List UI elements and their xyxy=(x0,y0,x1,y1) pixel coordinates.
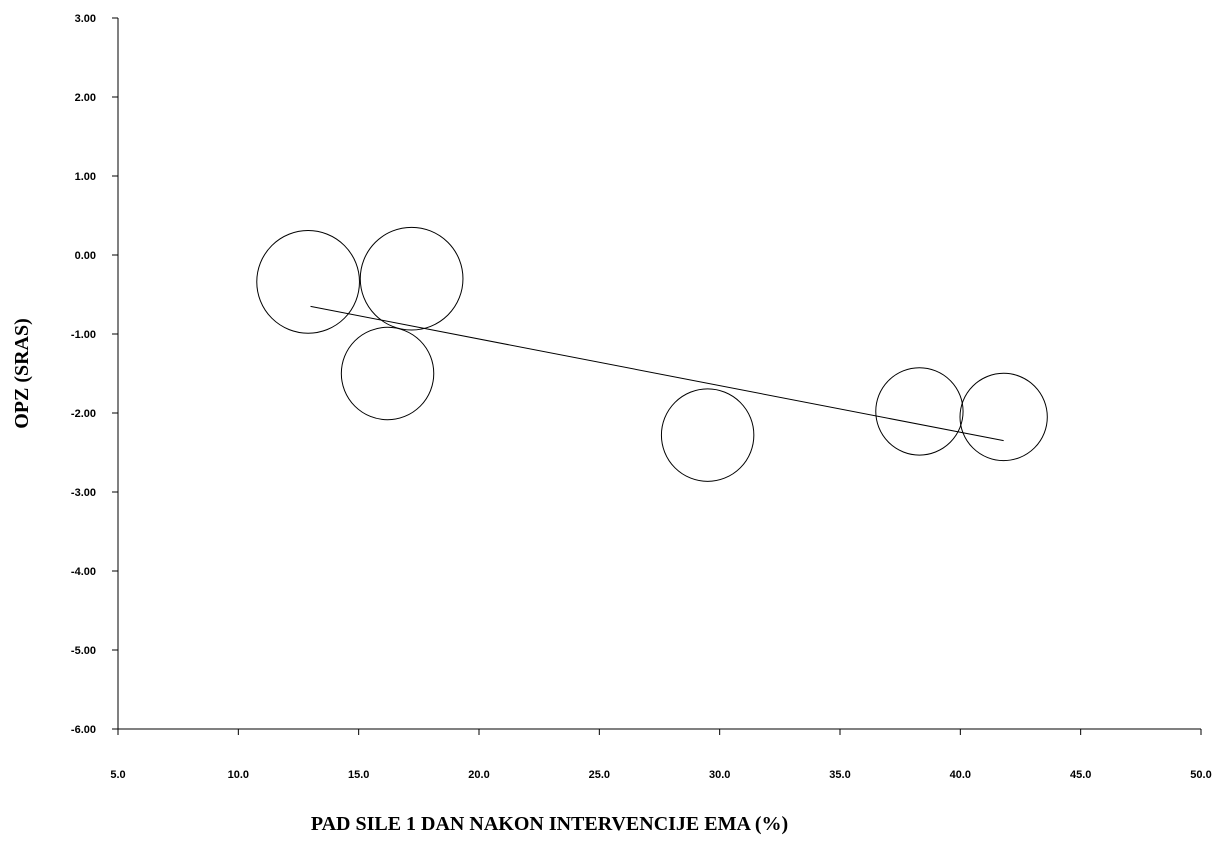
x-tick-label: 45.0 xyxy=(1070,769,1091,781)
bubble-point xyxy=(959,372,1048,462)
x-tick-label: 15.0 xyxy=(348,769,369,781)
y-tick-label: 0.00 xyxy=(75,250,96,262)
bubble-point xyxy=(340,326,435,421)
y-tick-label: -6.00 xyxy=(71,724,96,736)
regression-line xyxy=(310,305,1004,442)
y-tick-label: 1.00 xyxy=(75,171,96,183)
y-tick-label: 3.00 xyxy=(75,13,96,25)
x-tick-label: 30.0 xyxy=(709,769,730,781)
y-tick-label: -3.00 xyxy=(71,487,96,499)
y-tick-label: 2.00 xyxy=(75,92,96,104)
x-axis-label: PAD SILE 1 DAN NAKON INTERVENCIJE EMA (%… xyxy=(311,813,788,835)
y-axis-label: OPZ (SRAS) xyxy=(11,318,33,429)
bubble-point xyxy=(660,388,755,482)
y-tick-label: -2.00 xyxy=(71,408,96,420)
x-tick-label: 20.0 xyxy=(468,769,489,781)
y-axis-ticks: 3.00 2.00 1.00 0.00 -1.00 -2.00 -3.00 -4.00 -5.0… xyxy=(71,13,118,736)
y-tick-label: -1.00 xyxy=(71,329,96,341)
data-marks xyxy=(256,226,1048,482)
x-tick-label: 25.0 xyxy=(589,769,610,781)
y-tick-label: -4.00 xyxy=(71,566,96,578)
y-tick-label: -5.00 xyxy=(71,645,96,657)
x-axis-ticks: 5.0 10.0 15.0 20.0 25.0 30.0 35.0 40.0 45.0 50.0 xyxy=(110,729,1212,781)
x-tick-label: 35.0 xyxy=(829,769,850,781)
bubble-point xyxy=(875,367,964,456)
x-tick-label: 40.0 xyxy=(950,769,971,781)
x-tick-label: 5.0 xyxy=(110,769,125,781)
bubble-point xyxy=(359,226,464,331)
x-tick-label: 50.0 xyxy=(1190,769,1211,781)
bubble-point xyxy=(256,230,360,334)
axes xyxy=(117,18,1201,730)
x-tick-label: 10.0 xyxy=(228,769,249,781)
